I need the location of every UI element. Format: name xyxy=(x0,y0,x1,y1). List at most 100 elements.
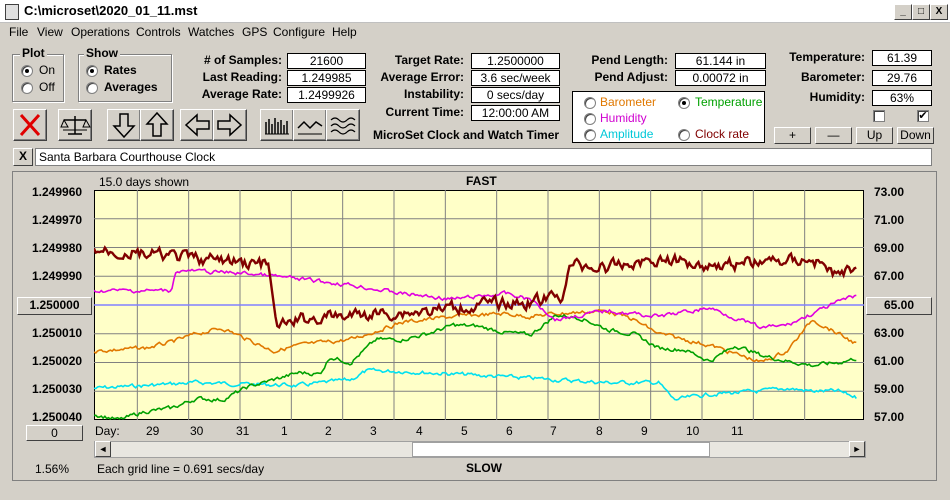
sensor-temperature-radio[interactable] xyxy=(678,97,690,109)
line-chart-icon xyxy=(297,120,323,135)
sensor-amplitude-label: Amplitude xyxy=(600,127,654,141)
checkbox-2[interactable]: ✔ xyxy=(917,110,929,122)
sensor-barometer-radio[interactable] xyxy=(584,97,596,109)
horizontal-scrollbar[interactable]: ◄ ► xyxy=(94,441,866,458)
scale-icon xyxy=(60,116,91,135)
close-button[interactable]: X xyxy=(930,4,948,20)
slow-label: SLOW xyxy=(466,461,502,475)
sensor-barometer-label: Barometer xyxy=(600,95,657,109)
stop-button[interactable] xyxy=(13,109,47,141)
day-tick: 4 xyxy=(416,424,423,438)
left-center-button[interactable]: 1.250000 xyxy=(17,297,92,315)
y-right-tick: 57.00 xyxy=(874,410,905,424)
day-tick: 29 xyxy=(146,424,160,438)
plot-group-title: Plot xyxy=(20,46,47,60)
day-tick: 8 xyxy=(596,424,603,438)
plus-button[interactable]: + xyxy=(774,127,811,144)
y-right-tick: 69.00 xyxy=(874,241,905,255)
minus-button[interactable]: — xyxy=(815,127,852,144)
day-tick: 6 xyxy=(506,424,513,438)
y-left-tick: 1.249960 xyxy=(32,185,83,199)
sensor-humidity-radio[interactable] xyxy=(584,113,596,125)
y-left-tick: 1.250030 xyxy=(32,382,83,396)
plot-on-radio[interactable] xyxy=(21,65,33,77)
scroll-left-button[interactable]: ◄ xyxy=(95,441,111,457)
last-reading-label: Last Reading: xyxy=(202,70,282,84)
menu-configure[interactable]: Configure xyxy=(273,25,326,39)
day-tick: 2 xyxy=(325,424,332,438)
sensor-temperature-label: Temperature xyxy=(695,95,763,109)
sensor-amplitude-radio[interactable] xyxy=(584,129,596,141)
current-time-label: Current Time: xyxy=(385,105,464,119)
scroll-right-button[interactable]: ► xyxy=(849,441,865,457)
bar-chart-icon xyxy=(265,118,289,135)
sensor-clockrate-label: Clock rate xyxy=(695,127,750,141)
scroll-thumb[interactable] xyxy=(411,442,710,457)
left-zero-button[interactable]: 0 xyxy=(26,425,83,441)
plot-on-label: On xyxy=(39,63,56,77)
show-group xyxy=(78,54,172,102)
down-button[interactable]: Down xyxy=(897,127,934,144)
red-x-icon xyxy=(19,113,41,137)
pend-length-label: Pend Length: xyxy=(591,53,668,67)
show-averages-radio[interactable] xyxy=(86,82,98,94)
average-error-value: 3.6 sec/week xyxy=(471,70,560,86)
menu-gps[interactable]: GPS xyxy=(242,25,268,39)
menu-view[interactable]: View xyxy=(37,25,63,39)
y-right-tick: 67.00 xyxy=(874,269,905,283)
series-line-clock-rate xyxy=(94,245,857,330)
arrow-up-icon xyxy=(145,111,169,137)
arrow-down-icon xyxy=(112,113,136,139)
arrow-right-button[interactable] xyxy=(213,109,247,141)
menu-operations[interactable]: Operations xyxy=(71,25,130,39)
arrow-up-button[interactable] xyxy=(140,109,174,141)
target-rate-label: Target Rate: xyxy=(394,53,464,67)
show-rates-label: Rates xyxy=(104,63,137,77)
maximize-button[interactable]: □ xyxy=(912,4,930,20)
day-tick: 31 xyxy=(236,424,250,438)
humidity-label: Humidity: xyxy=(809,90,865,104)
pend-adjust-label: Pend Adjust: xyxy=(594,70,668,84)
menu-help[interactable]: Help xyxy=(332,25,357,39)
arrow-down-button[interactable] xyxy=(107,109,141,141)
right-center-button[interactable]: 65.00 xyxy=(866,297,932,315)
samples-value: 21600 xyxy=(287,53,366,69)
up-button[interactable]: Up xyxy=(856,127,893,144)
window-title: C:\microset\2020_01_11.mst xyxy=(24,3,198,18)
plot-group xyxy=(12,54,64,102)
y-left-tick: 1.250010 xyxy=(32,326,83,340)
series-line-humidity xyxy=(94,268,857,330)
arrow-left-icon xyxy=(184,113,210,137)
app-icon xyxy=(5,4,19,20)
show-rates-radio[interactable] xyxy=(86,65,98,77)
sensor-clockrate-radio[interactable] xyxy=(678,129,690,141)
plot-off-label: Off xyxy=(39,80,55,94)
y-left-tick: 1.249990 xyxy=(32,269,83,283)
menu-watches[interactable]: Watches xyxy=(188,25,235,39)
plot-off-radio[interactable] xyxy=(21,82,33,94)
checkbox-1[interactable] xyxy=(873,110,885,122)
instability-value: 0 secs/day xyxy=(471,87,560,103)
line-view-button[interactable] xyxy=(293,109,327,141)
wave-view-button[interactable] xyxy=(326,109,360,141)
y-left-tick: 1.249980 xyxy=(32,241,83,255)
barometer-label: Barometer: xyxy=(800,70,865,84)
y-left-tick: 1.250020 xyxy=(32,354,83,368)
graph-frame xyxy=(12,171,937,481)
fast-label: FAST xyxy=(466,174,497,188)
minimize-button[interactable]: _ xyxy=(894,4,912,20)
clock-name-input[interactable]: Santa Barbara Courthouse Clock xyxy=(35,148,932,166)
balance-button[interactable] xyxy=(58,109,92,141)
days-shown-label: 15.0 days shown xyxy=(99,175,190,189)
show-averages-label: Averages xyxy=(104,80,158,94)
menu-file[interactable]: File xyxy=(9,25,29,39)
day-tick: 9 xyxy=(641,424,648,438)
instability-label: Instability: xyxy=(403,87,464,101)
bars-view-button[interactable] xyxy=(260,109,294,141)
menu-controls[interactable]: Controls xyxy=(136,25,181,39)
arrow-left-button[interactable] xyxy=(180,109,214,141)
percent-label: 1.56% xyxy=(35,462,70,476)
clear-name-button[interactable]: X xyxy=(13,148,33,166)
day-tick: 5 xyxy=(461,424,468,438)
average-error-label: Average Error: xyxy=(380,70,464,84)
